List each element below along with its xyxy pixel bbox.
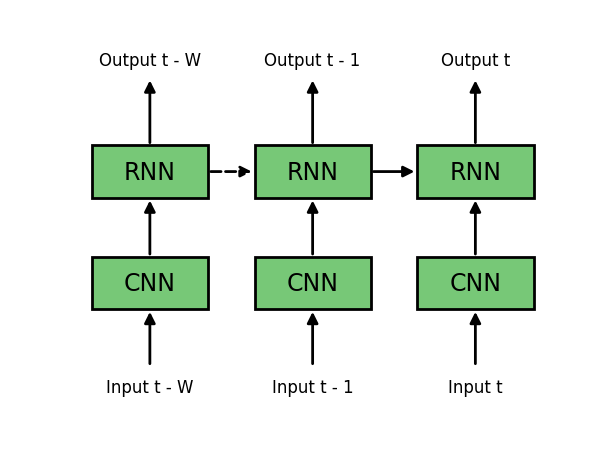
Text: Input t - W: Input t - W [106,378,193,396]
Text: CNN: CNN [450,272,501,295]
Bar [254,257,371,309]
Bar [417,257,534,309]
Bar [92,146,208,198]
Text: Input t: Input t [448,378,503,396]
Text: RNN: RNN [124,160,176,184]
Bar [417,146,534,198]
Bar [92,257,208,309]
Text: RNN: RNN [450,160,501,184]
Text: CNN: CNN [287,272,339,295]
Text: Input t - 1: Input t - 1 [272,378,353,396]
Text: Output t: Output t [441,51,510,69]
Text: Output t - 1: Output t - 1 [265,51,361,69]
Text: CNN: CNN [124,272,176,295]
Bar [254,146,371,198]
Text: Output t - W: Output t - W [99,51,201,69]
Text: RNN: RNN [287,160,339,184]
